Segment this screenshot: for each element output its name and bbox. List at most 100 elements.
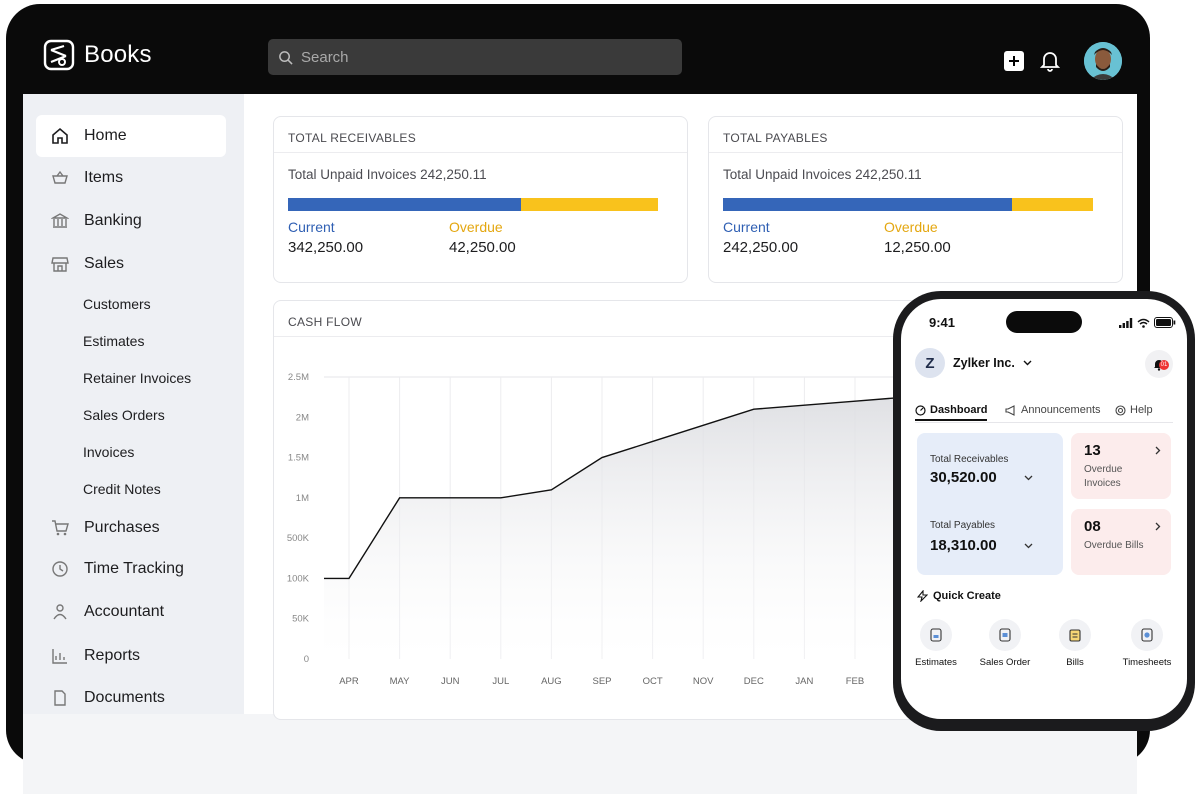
sidebar-item-banking[interactable]: Banking — [36, 200, 226, 242]
sidebar-item-label: Home — [84, 127, 127, 144]
total-payables-value: 18,310.00 — [930, 537, 997, 554]
chevron-right-icon — [1155, 522, 1161, 531]
payables-current-value: 242,250.00 — [723, 239, 799, 256]
add-new-button[interactable] — [1004, 51, 1024, 71]
tab-announcements[interactable]: Announcements — [1005, 404, 1101, 416]
sidebar-item-label: Banking — [84, 212, 142, 229]
overdue-invoices-card[interactable]: 13 Overdue Invoices — [1071, 433, 1171, 499]
x-tick-label: APR — [339, 676, 359, 687]
tab-help[interactable]: Help — [1115, 404, 1153, 416]
payables-current-label: Current — [723, 219, 770, 235]
y-tick-label: 500K — [287, 533, 310, 544]
document-icon — [50, 688, 70, 708]
dynamic-island — [1006, 311, 1082, 333]
overdue-bills-card[interactable]: 08 Overdue Bills — [1071, 509, 1171, 575]
quick-create-bills[interactable]: Bills — [1040, 619, 1110, 668]
sidebar-item-label: Sales — [84, 255, 125, 272]
sidebar: Home Items Banking Sales Customers Estim… — [23, 94, 244, 714]
sales-order-icon — [989, 619, 1021, 651]
top-actions — [1004, 42, 1122, 80]
phone-summary-card[interactable]: Total Receivables 30,520.00 Total Payabl… — [917, 433, 1063, 575]
quick-create-sales-order[interactable]: Sales Order — [970, 619, 1040, 668]
sidebar-item-label: Time Tracking — [84, 560, 184, 577]
home-icon — [50, 126, 70, 146]
payables-unpaid: Total Unpaid Invoices 242,250.11 — [723, 167, 922, 182]
payables-overdue-label: Overdue — [884, 219, 938, 235]
battery-icon — [1154, 317, 1176, 328]
receivables-current-segment — [288, 198, 522, 211]
y-tick-label: 1M — [296, 493, 309, 504]
payables-bar — [723, 198, 1093, 211]
sidebar-item-purchases[interactable]: Purchases — [36, 507, 226, 549]
sidebar-item-home[interactable]: Home — [36, 115, 226, 157]
active-tab-indicator — [915, 419, 987, 421]
x-tick-label: JUL — [492, 676, 509, 687]
chevron-down-icon[interactable] — [1024, 543, 1033, 549]
y-tick-label: 50K — [292, 614, 310, 625]
phone-tabs: Dashboard Announcements Help — [915, 400, 1173, 423]
tab-dashboard[interactable]: Dashboard — [915, 404, 987, 416]
y-tick-label: 2.5M — [288, 372, 309, 383]
receivables-overdue-value: 42,250.00 — [449, 239, 516, 256]
total-receivables-label: Total Receivables — [930, 454, 1009, 465]
sidebar-subitem-estimates[interactable]: Estimates — [83, 333, 145, 349]
receivables-title: TOTAL RECEIVABLES — [274, 117, 687, 153]
quick-create-estimates[interactable]: Estimates — [901, 619, 971, 668]
sidebar-item-label: Reports — [84, 647, 141, 664]
sidebar-item-label: Accountant — [84, 603, 165, 620]
receivables-bar — [288, 198, 658, 211]
x-tick-label: JUN — [441, 676, 460, 687]
sidebar-subitem-sales-orders[interactable]: Sales Orders — [83, 407, 165, 423]
person-icon — [50, 602, 70, 622]
sidebar-subitem-credit-notes[interactable]: Credit Notes — [83, 481, 161, 497]
quick-item-label: Sales Order — [979, 657, 1031, 668]
user-avatar[interactable] — [1084, 42, 1122, 80]
phone-time: 9:41 — [929, 315, 956, 330]
receivables-current-value: 342,250.00 — [288, 239, 364, 256]
gauge-icon — [915, 404, 926, 416]
sidebar-item-label: Purchases — [84, 519, 160, 536]
clock-icon — [50, 559, 70, 579]
search-bar[interactable] — [268, 39, 682, 75]
x-tick-label: JAN — [795, 676, 813, 687]
x-tick-label: SEP — [592, 676, 611, 687]
sidebar-subitem-customers[interactable]: Customers — [83, 296, 151, 312]
quick-item-label: Timesheets — [1122, 657, 1172, 668]
x-tick-label: OCT — [643, 676, 663, 687]
sidebar-item-reports[interactable]: Reports — [36, 635, 226, 677]
estimate-icon — [920, 619, 952, 651]
sidebar-subitem-retainer-invoices[interactable]: Retainer Invoices — [83, 370, 192, 386]
payables-overdue-value: 12,250.00 — [884, 239, 951, 256]
sidebar-subitem-invoices[interactable]: Invoices — [83, 444, 135, 460]
sidebar-item-sales[interactable]: Sales — [36, 243, 226, 285]
org-avatar: Z — [915, 348, 945, 378]
sidebar-item-time-tracking[interactable]: Time Tracking — [36, 548, 226, 590]
chevron-right-icon — [1155, 446, 1161, 455]
plus-icon — [1009, 56, 1019, 66]
app-name: Books — [84, 41, 152, 68]
payables-overdue-segment — [1011, 198, 1093, 211]
quick-create-timesheets[interactable]: Timesheets — [1112, 619, 1182, 668]
x-tick-label: MAY — [390, 676, 411, 687]
avatar-icon — [1084, 42, 1122, 80]
sidebar-item-items[interactable]: Items — [36, 157, 226, 199]
sidebar-item-documents[interactable]: Documents — [36, 677, 226, 719]
phone-screen: 9:41 Z Zylker Inc. 01 Dashboard Announce… — [901, 299, 1187, 719]
app-logo[interactable]: Books — [42, 38, 152, 72]
quick-create-header: Quick Create — [917, 590, 1001, 602]
megaphone-icon — [1005, 404, 1015, 416]
org-name: Zylker Inc. — [953, 356, 1015, 370]
org-switcher[interactable]: Z Zylker Inc. — [915, 348, 1032, 378]
chart-icon — [50, 646, 70, 666]
x-tick-label: DEC — [744, 676, 764, 687]
quick-create-label: Quick Create — [933, 590, 1001, 602]
bell-icon[interactable] — [1040, 50, 1060, 72]
sidebar-item-label: Items — [84, 169, 124, 186]
sidebar-item-accountant[interactable]: Accountant — [36, 591, 226, 633]
phone-notifications-button[interactable]: 01 — [1145, 350, 1173, 378]
quick-item-label: Bills — [1066, 657, 1084, 668]
search-input[interactable] — [299, 47, 663, 67]
books-logo-icon — [43, 39, 75, 71]
receivables-overdue-label: Overdue — [449, 219, 503, 235]
chevron-down-icon[interactable] — [1024, 475, 1033, 481]
